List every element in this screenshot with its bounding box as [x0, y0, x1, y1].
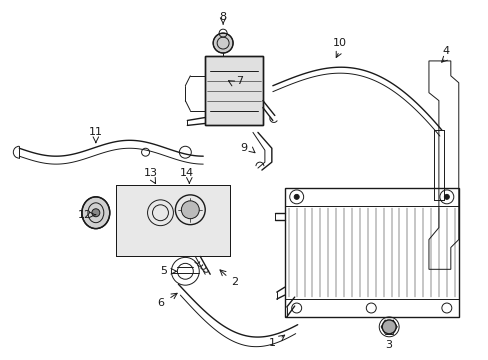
Circle shape — [92, 209, 100, 217]
Circle shape — [444, 194, 448, 199]
Text: 6: 6 — [157, 298, 163, 308]
Bar — [284, 188, 458, 317]
Circle shape — [213, 33, 233, 53]
Text: 2: 2 — [231, 277, 238, 287]
Bar — [116, 185, 230, 256]
Bar — [205, 56, 263, 125]
Bar — [205, 56, 263, 125]
Text: 7: 7 — [236, 76, 243, 86]
Text: 5: 5 — [160, 266, 166, 276]
Text: 4: 4 — [441, 46, 448, 56]
Text: 8: 8 — [219, 12, 226, 22]
Circle shape — [181, 201, 199, 219]
Bar — [116, 185, 230, 256]
Text: 12: 12 — [78, 210, 92, 220]
Circle shape — [382, 320, 395, 334]
Ellipse shape — [82, 197, 109, 229]
Text: 3: 3 — [385, 340, 392, 350]
Text: 14: 14 — [180, 168, 194, 178]
Circle shape — [294, 194, 299, 199]
Text: 9: 9 — [240, 143, 247, 153]
Text: 11: 11 — [89, 127, 102, 138]
Text: 10: 10 — [332, 38, 346, 48]
Text: 13: 13 — [143, 168, 157, 178]
Text: 1: 1 — [268, 338, 275, 348]
